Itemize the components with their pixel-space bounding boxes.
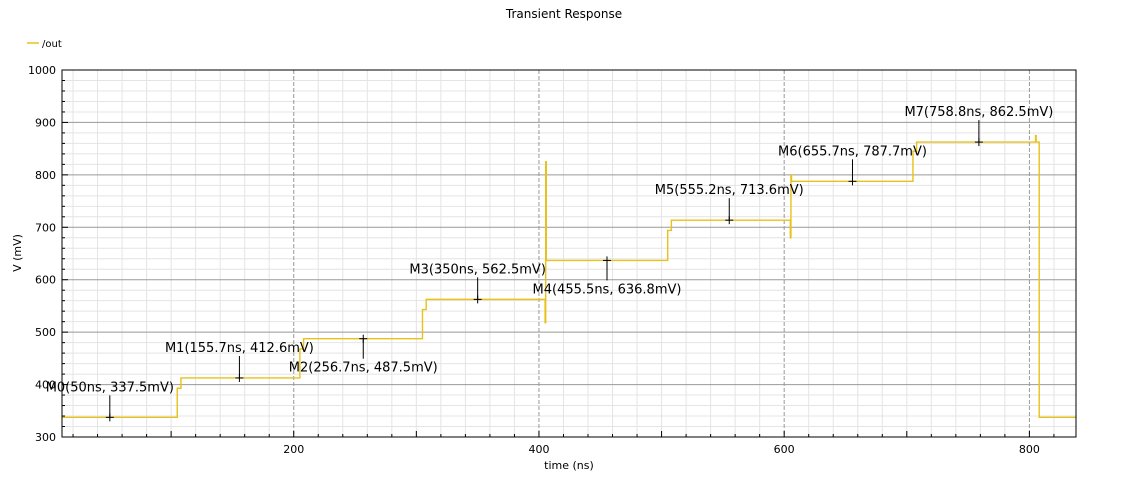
marker: M5(555.2ns, 713.6mV)	[655, 183, 804, 225]
marker-label: M0(50ns, 337.5mV)	[46, 380, 174, 395]
marker-label: M2(256.7ns, 487.5mV)	[289, 361, 438, 376]
y-tick-label: 900	[35, 116, 56, 129]
y-tick-label: 800	[35, 169, 56, 182]
series-line	[62, 134, 1076, 419]
y-tick-label: 400	[35, 379, 56, 392]
y-tick-label: 700	[35, 221, 56, 234]
marker-label: M4(455.5ns, 636.8mV)	[533, 282, 682, 297]
x-tick-label: 600	[774, 443, 795, 456]
marker: M6(655.7ns, 787.7mV)	[778, 144, 927, 186]
y-axis-label: V (mV)	[11, 234, 24, 272]
minor-grid	[62, 70, 1076, 437]
marker-label: M5(555.2ns, 713.6mV)	[655, 183, 804, 198]
major-grid	[62, 70, 1076, 437]
marker-label: M6(655.7ns, 787.7mV)	[778, 144, 927, 159]
plot-frame	[61, 69, 1077, 438]
marker-label: M3(350ns, 562.5mV)	[409, 262, 546, 277]
x-axis-label: time (ns)	[544, 459, 594, 472]
axis-ticks: 200 400 600 800 300 400 500 600 700 800 900 1000	[28, 64, 1055, 456]
marker: M0(50ns, 337.5mV)	[46, 380, 174, 422]
legend: /out	[27, 39, 62, 50]
marker: M1(155.7ns, 412.6mV)	[165, 341, 314, 382]
marker-label: M1(155.7ns, 412.6mV)	[165, 341, 314, 356]
y-tick-label: 300	[35, 431, 56, 444]
marker: M7(758.8ns, 862.5mV)	[904, 105, 1053, 147]
marker-label: M7(758.8ns, 862.5mV)	[904, 105, 1053, 120]
y-tick-label: 1000	[28, 64, 56, 77]
series-layer	[62, 134, 1076, 419]
x-tick-label: 800	[1019, 443, 1040, 456]
chart-title: Transient Response	[505, 7, 622, 21]
y-tick-label: 600	[35, 274, 56, 287]
x-tick-label: 400	[528, 443, 549, 456]
legend-label: /out	[42, 39, 62, 50]
marker-layer: M0(50ns, 337.5mV) M1(155.7ns, 412.6mV) M2(…	[46, 105, 1053, 422]
marker: M2(256.7ns, 487.5mV)	[289, 334, 438, 376]
y-tick-label: 500	[35, 326, 56, 339]
marker: M3(350ns, 562.5mV)	[409, 262, 546, 304]
x-tick-label: 200	[283, 443, 304, 456]
marker: M4(455.5ns, 636.8mV)	[533, 256, 682, 297]
